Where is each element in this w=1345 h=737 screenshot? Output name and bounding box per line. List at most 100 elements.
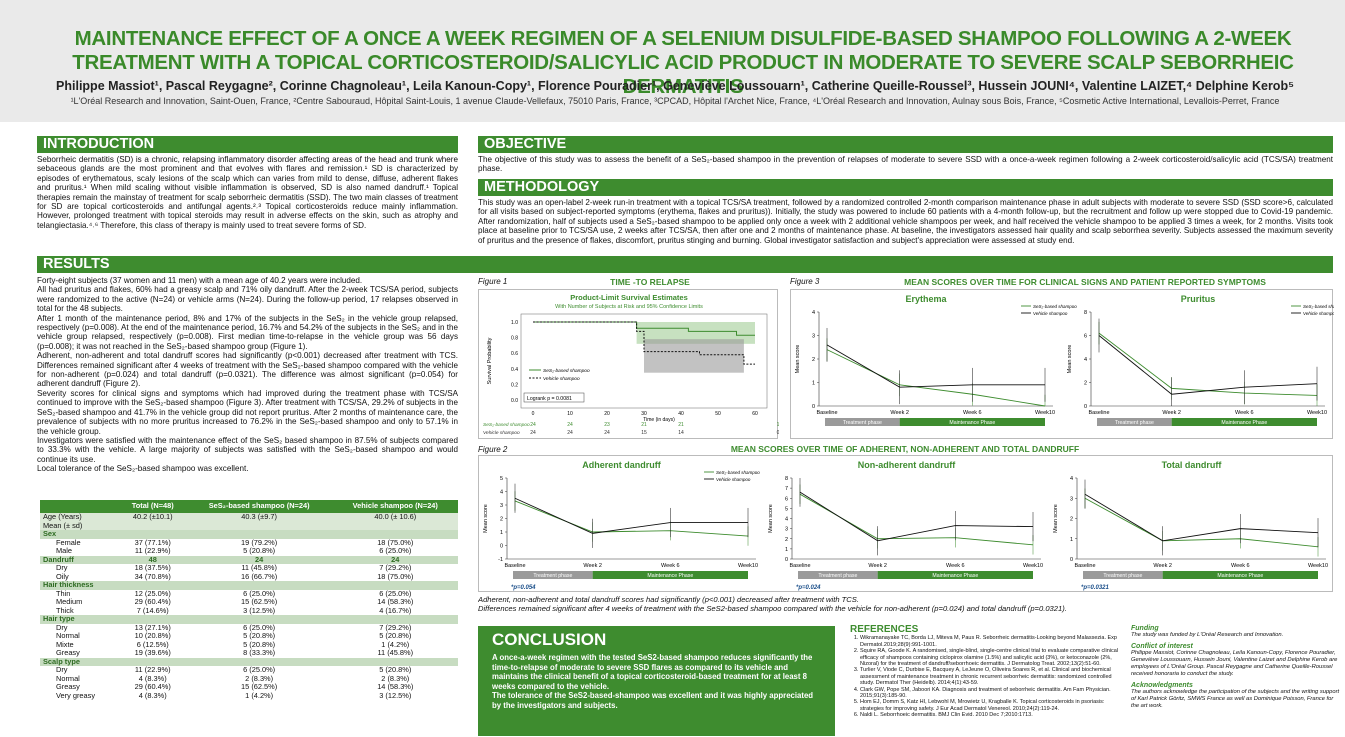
- table-cell: 1 (4.2%): [332, 640, 458, 649]
- table-cell: 24: [332, 555, 458, 564]
- y-tick-label: 1: [785, 547, 788, 553]
- x-tick-label: 50: [715, 411, 721, 417]
- survival-plot: Product-Limit Survival Estimates With Num…: [483, 293, 780, 436]
- risk-count-vehicle: 0: [777, 430, 779, 436]
- y-axis-label: Mean score: [795, 345, 801, 374]
- risk-count-vehicle: 24: [530, 430, 536, 436]
- table-cell: Very greasy: [40, 691, 120, 700]
- table-cell: 5 (20.8%): [332, 631, 458, 641]
- ci-band-active: [636, 322, 755, 344]
- table-cell: [119, 657, 186, 666]
- y-tick-label: -1: [498, 557, 503, 563]
- x-tick-label: Week 6: [1235, 410, 1254, 416]
- table-cell: 10 (20.8%): [119, 631, 186, 641]
- reference-item: Turlier V, Viode C, Durbise E, Bacquey A…: [860, 667, 1125, 686]
- table-cell: Greasy: [40, 682, 120, 692]
- results-paragraph: After 1 month of the maintenance period,…: [37, 313, 458, 351]
- maintenance-phase-label: Maintenance Phase: [1221, 420, 1267, 426]
- conflict-heading: Conflict of interest: [1131, 643, 1193, 650]
- table-row: Hair thickness: [40, 580, 458, 590]
- table-cell: Mixte: [40, 640, 120, 649]
- x-tick-label: 40: [678, 411, 684, 417]
- panel-title: Adherent dandruff: [582, 460, 661, 470]
- table-cell: 18 (37.5%): [119, 563, 186, 573]
- table-cell: [185, 521, 333, 530]
- table-row: Male 11 (22.9%) 5 (20.8%) 6 (25.0%): [40, 546, 458, 556]
- table-cell: [119, 615, 186, 624]
- table-cell: Mean (± sd): [40, 521, 120, 530]
- y-tick-label: 1: [1070, 537, 1073, 543]
- table-cell: Hair thickness: [40, 580, 120, 590]
- y-tick-label: 1.0: [511, 320, 518, 326]
- table-row: Normal 10 (20.8%) 5 (20.8%) 5 (20.8%): [40, 631, 458, 641]
- table-row: Sex: [40, 529, 458, 539]
- figure1-label: Figure 1: [478, 277, 508, 286]
- maintenance-phase-bar: [1171, 418, 1317, 426]
- risk-row-label: Vehicle shampoo: [483, 430, 520, 436]
- figure2-title: MEAN SCORES OVER TIME OF ADHERENT, NON-A…: [730, 444, 1080, 454]
- table-cell: [332, 530, 458, 539]
- references: REFERENCES Wikramanayake TC, Borda LJ, M…: [850, 624, 1125, 719]
- x-tick-label: Week 6: [1231, 563, 1250, 569]
- y-tick-label: 6: [1084, 334, 1087, 340]
- table-cell: 4 (8.3%): [119, 691, 186, 700]
- series-line-vehicle: [826, 344, 1045, 388]
- x-tick-label: 20: [604, 411, 610, 417]
- reference-item: Naldi L. Seborrhoeic dermatitis. BMJ Cli…: [860, 712, 1125, 718]
- table-cell: 6 (25.0%): [332, 589, 458, 598]
- table-cell: 7 (29.2%): [332, 623, 458, 632]
- panel-title: Erythema: [905, 294, 947, 304]
- y-tick-label: 0.8: [511, 336, 518, 342]
- table-cell: Dry: [40, 563, 120, 573]
- objective-text: The objective of this study was to asses…: [478, 155, 1333, 174]
- legend-label: SeS₂-based shampoo: [543, 368, 590, 374]
- table-cell: Male: [40, 546, 120, 556]
- results-paragraph: Local tolerance of the SeS₂-based shampo…: [37, 464, 249, 474]
- table-row: Thick 7 (14.6%) 3 (12.5%) 4 (16.7%): [40, 606, 458, 615]
- table-cell: 7 (29.2%): [332, 563, 458, 573]
- results-paragraph: All had pruritus and flakes, 60% had a g…: [37, 285, 458, 314]
- significance-note: *p=0.024: [796, 585, 821, 591]
- acknowledgements-text: The authors acknowledge the participatio…: [1131, 689, 1340, 709]
- table-cell: 15 (62.5%): [185, 597, 333, 607]
- figure2-panel: Adherent dandruff Mean score -1 0 1 2 3 4 5 Basel…: [478, 455, 1333, 592]
- table-cell: 11 (45.8%): [185, 563, 333, 573]
- table-row: Very greasy 4 (8.3%) 1 (4.2%) 3 (12.5%): [40, 691, 458, 700]
- table-cell: 19 (39.6%): [119, 648, 186, 658]
- table-cell: [185, 615, 333, 624]
- x-tick-label: Week10: [738, 563, 758, 569]
- table-header: SeS₂-based shampoo (N=24): [185, 500, 333, 513]
- y-tick-label: 5: [785, 506, 788, 512]
- x-tick-label: Week 2: [868, 563, 887, 569]
- series-line-vehicle: [514, 497, 748, 534]
- y-tick-label: 1: [500, 530, 503, 536]
- y-tick-label: 4: [1084, 357, 1087, 363]
- conclusion-heading: CONCLUSION: [492, 630, 607, 649]
- y-tick-label: 2: [785, 537, 788, 543]
- figure2-caption-line2: Differences remained significant after 4…: [478, 604, 1067, 614]
- table-cell: [119, 521, 186, 530]
- y-tick-label: 1: [812, 381, 815, 387]
- treatment-phase-bar: [825, 418, 900, 426]
- table-row: Mean (± sd): [40, 521, 458, 530]
- results-text: Forty-eight subjects (37 women and 11 me…: [37, 276, 458, 498]
- risk-row-label: SeS₂-based shampoo: [483, 422, 530, 428]
- y-tick-label: 8: [1084, 310, 1087, 316]
- maintenance-phase-bar: [1162, 571, 1318, 579]
- table-cell: 3 (12.5%): [332, 691, 458, 700]
- treatment-phase-bar: [798, 571, 878, 579]
- series-line-active: [826, 349, 1046, 407]
- risk-count-active: 24: [567, 422, 573, 428]
- y-tick-label: 2: [1084, 381, 1087, 387]
- series-line-active: [514, 500, 749, 537]
- table-row: Greasy 19 (39.6%) 8 (33.3%) 11 (45.8%): [40, 648, 458, 658]
- panel-title: Pruritus: [1181, 294, 1216, 304]
- plot-title: Product-Limit Survival Estimates: [570, 293, 688, 302]
- figure2-label: Figure 2: [478, 445, 508, 454]
- author-list: Philippe Massiot¹, Pascal Reygagne², Cor…: [56, 79, 1294, 93]
- y-axis-label: Survival Probability: [487, 337, 493, 384]
- reference-list: Wikramanayake TC, Borda LJ, Miteva M, Pa…: [850, 635, 1125, 718]
- series-line-vehicle: [799, 491, 1034, 542]
- dandruff-plots: Adherent dandruff Mean score -1 0 1 2 3 4 5 Basel…: [483, 460, 1328, 591]
